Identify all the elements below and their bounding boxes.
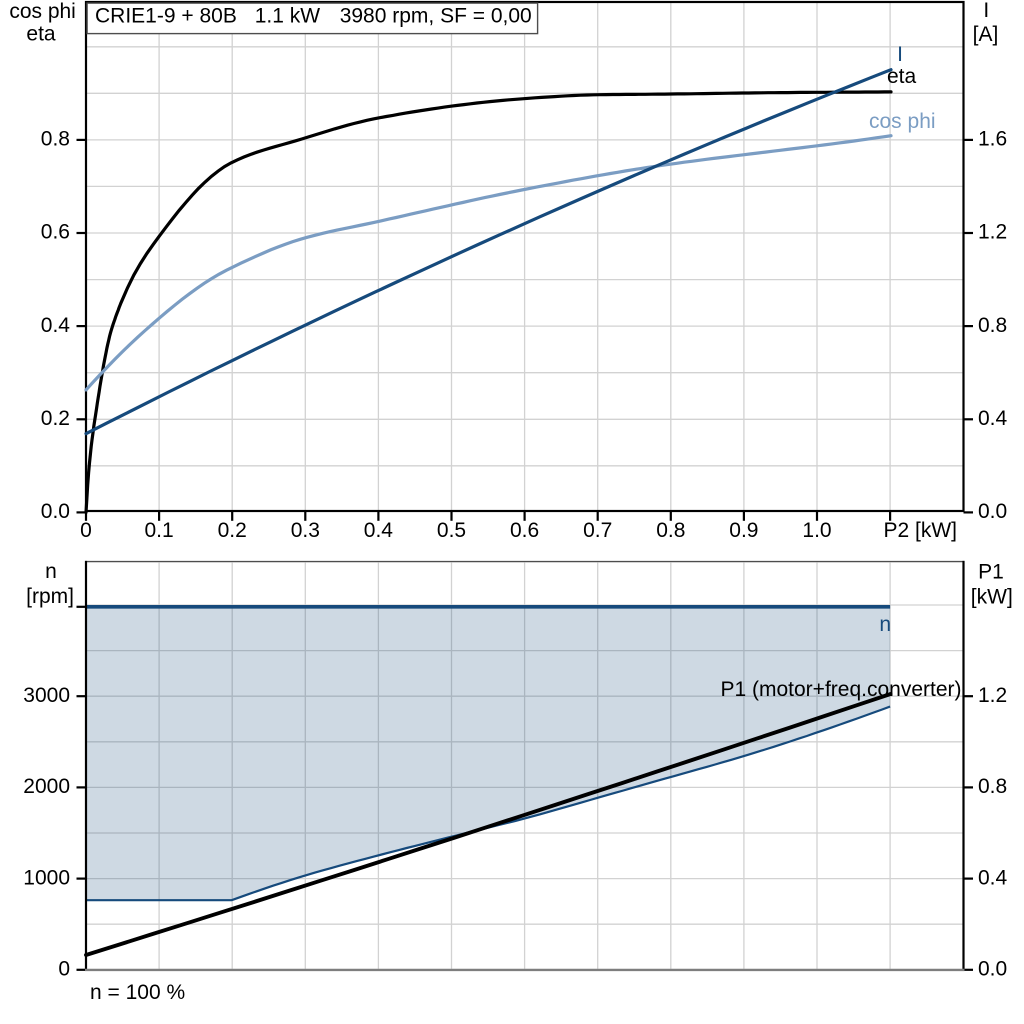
svg-text:0.0: 0.0 [41,500,70,523]
svg-text:0.6: 0.6 [41,221,70,244]
svg-text:0.4: 0.4 [978,866,1008,889]
svg-text:0: 0 [58,958,70,981]
svg-text:cos phi: cos phi [9,0,76,23]
svg-text:0.8: 0.8 [978,775,1007,798]
svg-text:eta: eta [26,23,56,46]
svg-text:P1 (motor+freq.converter): P1 (motor+freq.converter) [720,678,961,701]
svg-text:0.0: 0.0 [978,958,1007,981]
svg-text:[rpm]: [rpm] [26,585,74,608]
svg-text:0.7: 0.7 [583,519,612,542]
svg-text:1000: 1000 [23,866,70,889]
svg-text:0.8: 0.8 [978,314,1007,337]
svg-text:0.3: 0.3 [291,519,320,542]
svg-text:1.2: 1.2 [978,221,1007,244]
svg-text:1.2: 1.2 [978,684,1007,707]
svg-text:0.9: 0.9 [729,519,758,542]
svg-text:3000: 3000 [23,684,70,707]
svg-text:0.1: 0.1 [144,519,173,542]
svg-text:P1: P1 [978,561,1004,584]
svg-text:[kW]: [kW] [971,586,1013,609]
svg-text:I: I [897,43,903,66]
svg-text:n = 100 %: n = 100 % [90,981,185,1004]
svg-text:0.4: 0.4 [978,407,1008,430]
svg-text:0.5: 0.5 [437,519,466,542]
svg-text:0.0: 0.0 [978,500,1007,523]
svg-text:2000: 2000 [23,775,70,798]
svg-text:eta: eta [887,65,917,88]
svg-text:n: n [45,560,57,583]
svg-text:0: 0 [80,519,92,542]
svg-text:0.4: 0.4 [364,519,394,542]
svg-text:0.8: 0.8 [41,128,70,151]
svg-text:1.0: 1.0 [802,519,831,542]
svg-text:cos phi: cos phi [869,110,936,133]
svg-text:[A]: [A] [973,23,999,46]
svg-text:0.4: 0.4 [41,314,71,337]
svg-text:0.6: 0.6 [510,519,539,542]
svg-text:0.8: 0.8 [656,519,685,542]
svg-text:n: n [879,613,891,636]
svg-text:1.6: 1.6 [978,128,1007,151]
svg-text:P2 [kW]: P2 [kW] [883,519,957,542]
svg-text:I: I [983,0,989,22]
svg-text:0.2: 0.2 [41,407,70,430]
svg-text:0.2: 0.2 [218,519,247,542]
